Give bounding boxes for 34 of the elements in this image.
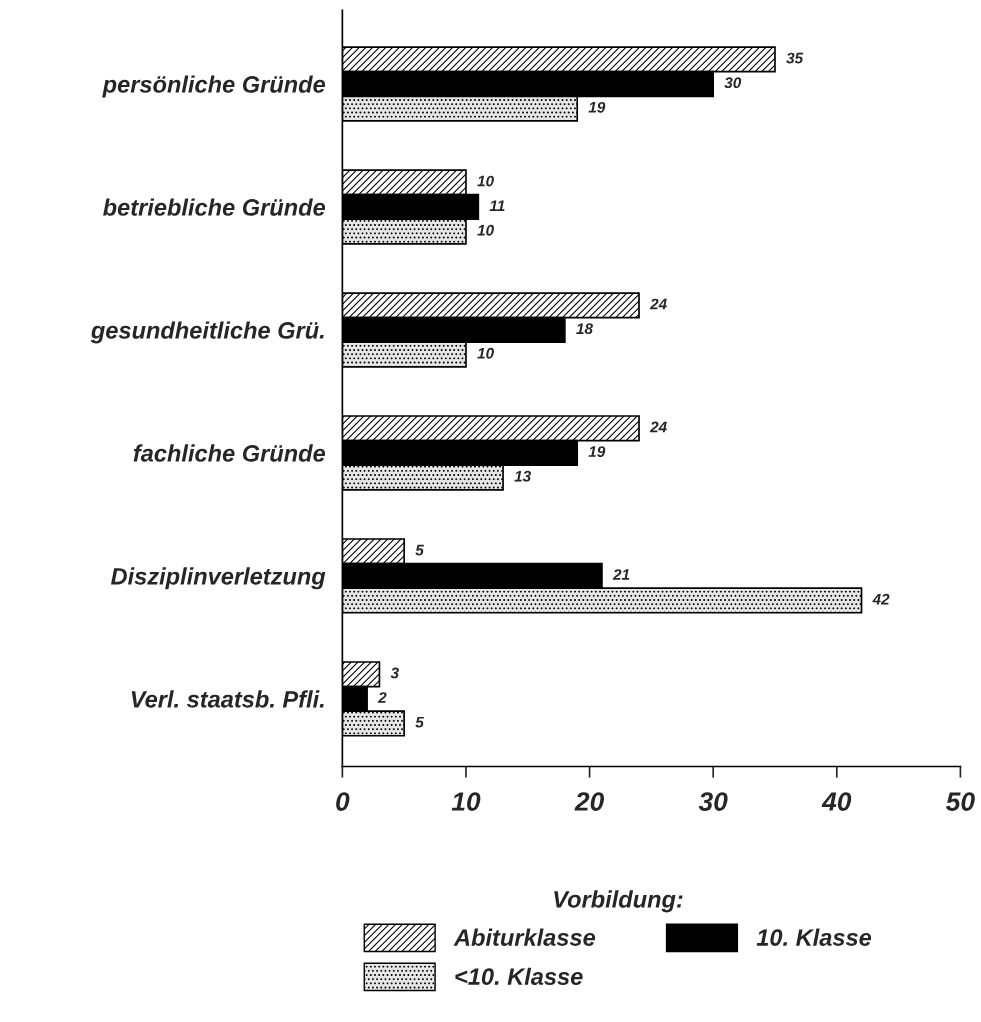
y-tick-label: persönliche Gründe — [102, 75, 326, 98]
data-label: 13 — [514, 470, 531, 482]
data-label: 35 — [786, 52, 804, 64]
y-tick-label: Disziplinverletzung — [110, 567, 326, 590]
x-tick-label: 50 — [945, 792, 975, 811]
data-label: 2 — [377, 692, 387, 703]
legend-title: Vorbildung: — [554, 890, 683, 913]
y-tick-label: gesundheitliche Grü. — [90, 321, 324, 344]
data-label: 10 — [477, 224, 494, 236]
data-label: 19 — [588, 101, 606, 113]
x-tick-label: 40 — [821, 792, 852, 811]
x-tick-label: 30 — [698, 792, 728, 811]
data-label: 18 — [576, 323, 593, 335]
data-label: 3 — [390, 667, 399, 679]
data-label: 24 — [649, 421, 667, 433]
x-tick-label: 0 — [336, 792, 350, 811]
x-tick-label: 20 — [574, 792, 604, 811]
legend-label: Abiturklasse — [453, 928, 596, 946]
data-label: 11 — [489, 200, 505, 211]
data-label: 5 — [415, 544, 424, 556]
data-label: 21 — [612, 569, 630, 580]
y-tick-label: fachliche Gründe — [133, 444, 326, 462]
data-label: 24 — [649, 298, 667, 310]
data-label: 10 — [477, 347, 494, 359]
data-label: 10 — [477, 175, 494, 187]
legend-label: 10. Klasse — [756, 928, 872, 946]
data-label: 42 — [872, 593, 890, 605]
legend-label: <10. Klasse — [455, 967, 583, 985]
data-label: 19 — [588, 446, 606, 458]
data-label: 30 — [724, 77, 742, 89]
y-tick-label: betriebliche Gründe — [103, 198, 326, 216]
y-tick-label: Verl. staatsb. Pfli. — [131, 690, 324, 708]
data-label: 5 — [415, 716, 424, 728]
x-tick-label: 10 — [451, 792, 481, 811]
